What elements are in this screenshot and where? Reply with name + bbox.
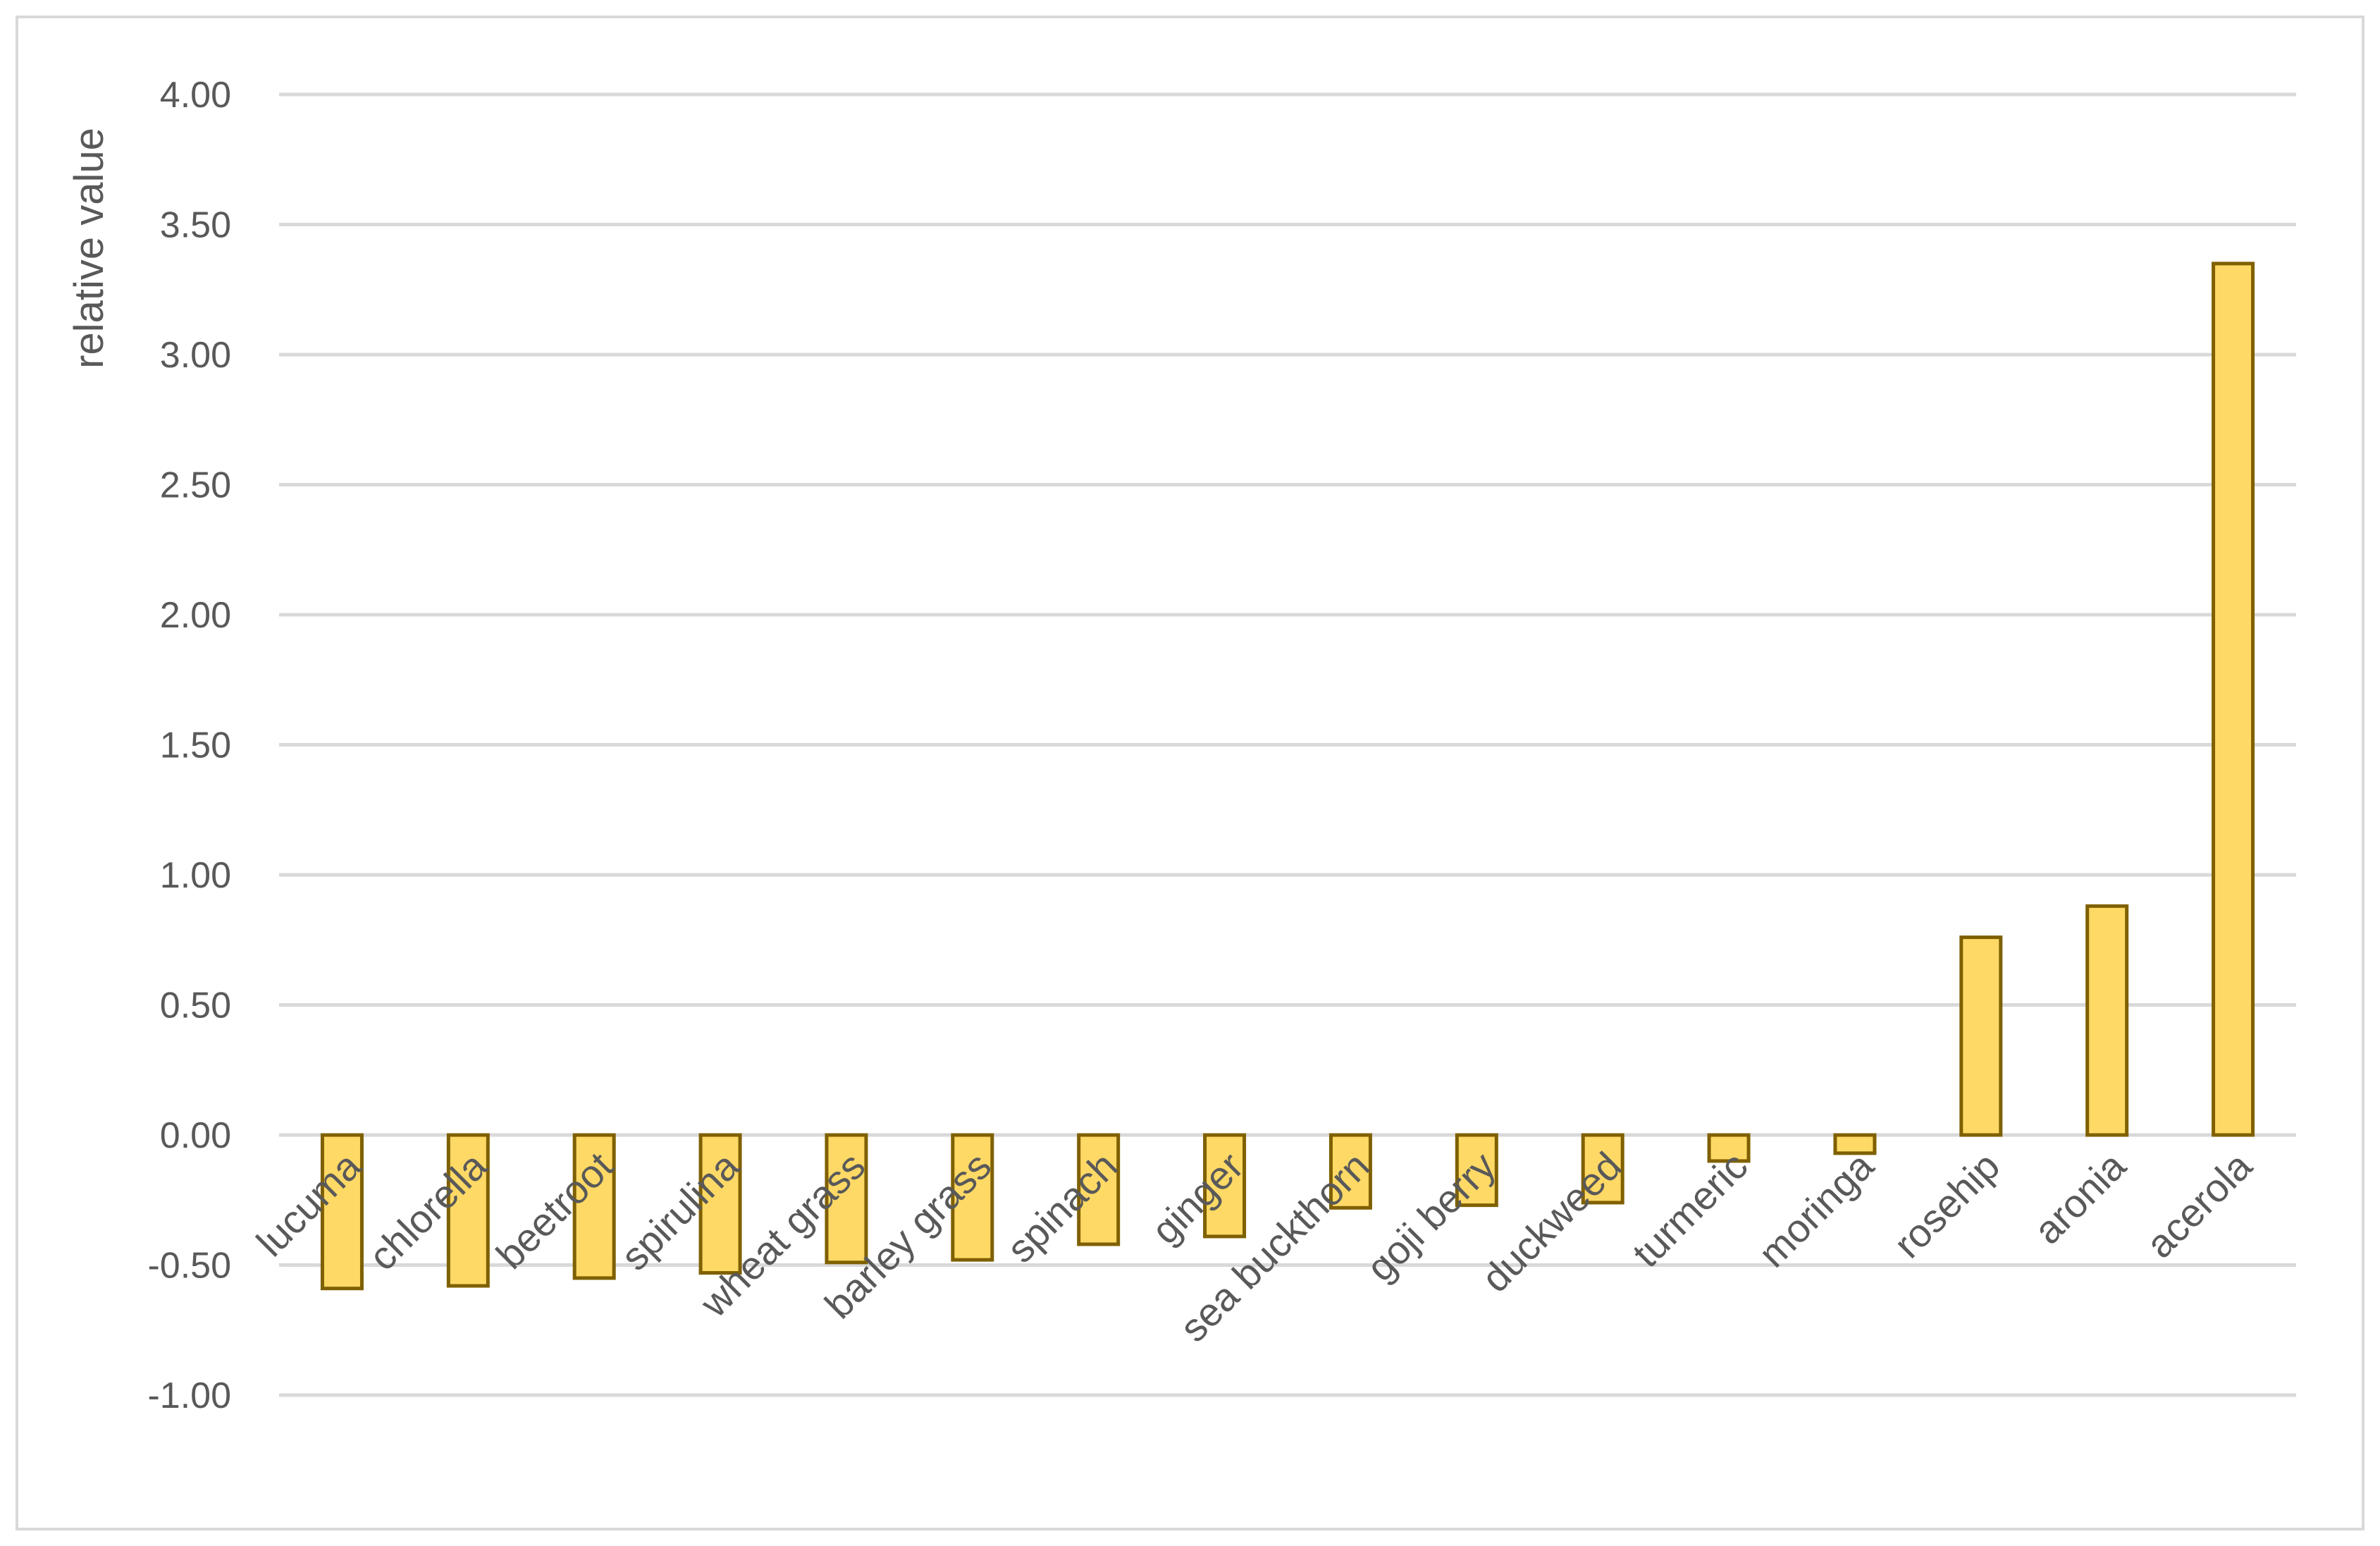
y-axis-title: relative value: [66, 128, 112, 369]
y-tick-label: 3.50: [160, 205, 231, 246]
category-label: moringa: [1750, 1143, 1882, 1275]
y-tick-label: -0.50: [147, 1246, 231, 1287]
bar-moringa: [1833, 1133, 1877, 1155]
category-label: rosehip: [1885, 1143, 2008, 1266]
y-tick-label: -1.00: [147, 1375, 231, 1416]
bar-wheat-grass: [825, 1133, 868, 1265]
y-tick-label: 2.50: [160, 465, 231, 506]
bar-chart: -1.00 -0.50 0.00 0.50 1.00 1.50 2.00 2.50 3.00 3.…: [66, 75, 2296, 1416]
y-tick-label: 0.50: [160, 986, 231, 1026]
category-label: acerola: [2138, 1143, 2261, 1266]
bar-chlorella: [446, 1133, 490, 1288]
y-tick-label: 4.00: [160, 75, 231, 116]
bar-beetroot: [572, 1133, 616, 1280]
y-tick-label: 3.00: [160, 335, 231, 376]
bar-aronia: [2085, 904, 2129, 1137]
bar-rosehip: [1959, 935, 2003, 1137]
chart-frame: -1.00 -0.50 0.00 0.50 1.00 1.50 2.00 2.50 3.00 3.…: [16, 16, 2364, 1530]
bar-spirulina: [698, 1133, 742, 1275]
category-label: turmeric: [1624, 1143, 1756, 1276]
bar-barley-grass: [951, 1133, 994, 1262]
bar-duckweed: [1581, 1133, 1624, 1205]
y-tick-label: 0.00: [160, 1115, 231, 1156]
y-tick-label: 2.00: [160, 595, 231, 636]
y-tick-label: 1.00: [160, 855, 231, 896]
category-label: aronia: [2026, 1143, 2135, 1252]
bar-acerola: [2212, 262, 2255, 1137]
y-tick-label: 1.50: [160, 725, 231, 766]
bar-spinach: [1077, 1133, 1121, 1246]
bar-turmeric: [1707, 1133, 1751, 1163]
bar-sea-buckthorn: [1328, 1133, 1372, 1210]
bar-ginger: [1203, 1133, 1247, 1239]
y-axis-tick-labels: -1.00 -0.50 0.00 0.50 1.00 1.50 2.00 2.50 3.00 3.…: [147, 75, 231, 1416]
bars: [320, 262, 2255, 1291]
bar-lucuma: [320, 1133, 364, 1291]
bar-goji-berry: [1455, 1133, 1498, 1208]
